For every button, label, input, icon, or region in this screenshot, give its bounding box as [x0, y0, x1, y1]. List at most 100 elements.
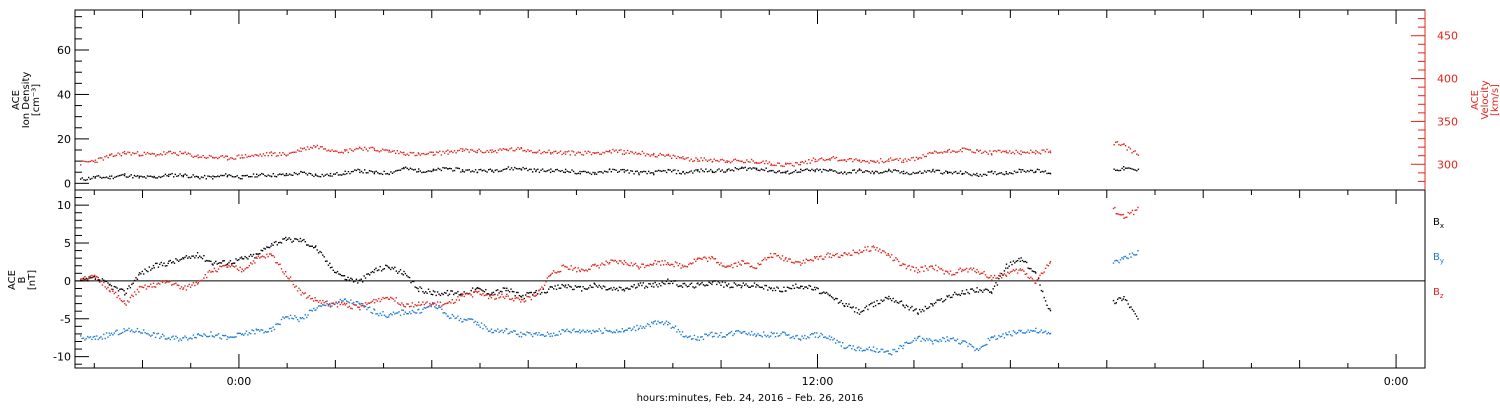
data-point [626, 169, 629, 171]
data-point [1005, 172, 1008, 175]
data-point [851, 307, 853, 309]
data-point [324, 304, 327, 307]
data-point [598, 328, 600, 330]
data-point [816, 160, 818, 162]
data-point [410, 305, 412, 307]
data-point [171, 336, 173, 338]
data-point [191, 284, 193, 286]
data-point [385, 264, 387, 266]
data-point [657, 320, 659, 322]
data-point [851, 348, 853, 350]
data-point [266, 246, 268, 248]
data-point [680, 333, 682, 336]
data-point [315, 309, 317, 311]
data-point [1018, 269, 1020, 271]
data-point [398, 169, 400, 171]
data-point [351, 308, 353, 310]
data-point [742, 260, 744, 262]
data-point [195, 281, 197, 284]
top-right-axis-title-line: [km/s] [1490, 84, 1500, 116]
data-point [319, 299, 321, 302]
data-point [382, 296, 384, 299]
data-point [764, 257, 766, 259]
data-point [824, 292, 826, 294]
data-point [865, 170, 867, 172]
data-point [301, 317, 304, 319]
data-point [717, 281, 719, 283]
data-point [892, 297, 894, 300]
data-point [180, 339, 183, 342]
data-point [320, 305, 323, 307]
data-point [233, 176, 235, 178]
data-point [758, 286, 761, 288]
data-point [212, 264, 214, 266]
data-point [1009, 261, 1012, 263]
data-point [448, 317, 451, 320]
data-point [434, 302, 436, 304]
data-point [178, 284, 180, 287]
data-point [113, 285, 115, 288]
data-point [896, 258, 898, 261]
data-point [308, 245, 311, 247]
data-point [341, 174, 343, 176]
data-point [612, 148, 614, 151]
data-point [589, 172, 591, 174]
data-point [231, 175, 234, 178]
data-point [221, 155, 224, 157]
data-point [107, 282, 109, 284]
data-point [311, 147, 313, 149]
data-point [564, 151, 566, 153]
data-point [1126, 216, 1128, 218]
data-point [897, 170, 900, 172]
data-point [594, 152, 596, 154]
data-point [84, 160, 87, 163]
data-point [705, 284, 707, 286]
data-point [912, 310, 915, 312]
data-point [1044, 330, 1047, 332]
data-point [217, 333, 220, 335]
data-point [331, 149, 333, 151]
data-point [306, 174, 309, 176]
data-point [628, 152, 630, 154]
data-point [665, 171, 668, 174]
data-point [91, 177, 93, 180]
data-point [276, 262, 278, 264]
data-point [375, 267, 377, 269]
data-point [967, 291, 969, 294]
data-point [272, 326, 274, 328]
data-point [275, 262, 277, 264]
data-point [416, 154, 418, 157]
data-point [924, 305, 926, 308]
data-point [520, 298, 523, 301]
data-point [480, 168, 482, 171]
data-point [963, 172, 965, 175]
data-point [755, 167, 758, 170]
data-point [993, 285, 996, 287]
data-point [762, 169, 764, 171]
data-point [610, 287, 612, 289]
data-point [926, 337, 928, 340]
data-point [555, 288, 558, 290]
data-point [623, 153, 626, 155]
data-point [272, 255, 274, 257]
data-point [213, 336, 216, 338]
data-point [378, 173, 381, 175]
data-point [424, 171, 426, 173]
data-point [252, 173, 255, 175]
data-point [1020, 150, 1022, 152]
data-point [440, 169, 443, 172]
data-point [986, 151, 988, 154]
data-point [329, 306, 332, 308]
data-point [770, 163, 772, 165]
data-point [92, 275, 94, 278]
data-point [430, 305, 432, 308]
data-point [1133, 310, 1135, 312]
data-point [536, 293, 539, 295]
data-point [358, 302, 360, 305]
data-point [280, 268, 283, 270]
data-point [483, 324, 486, 326]
data-point [114, 155, 116, 157]
data-point [748, 262, 750, 265]
data-point [968, 292, 971, 295]
data-point [197, 333, 199, 335]
